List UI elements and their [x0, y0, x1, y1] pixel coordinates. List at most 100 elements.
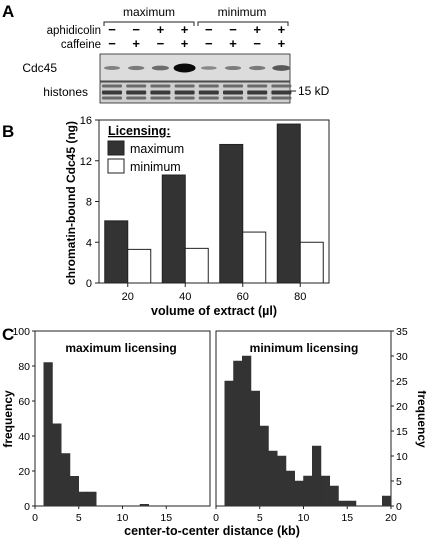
- histone-band: [126, 96, 147, 100]
- histogram-bar: [61, 453, 71, 507]
- histogram-bar: [69, 476, 79, 507]
- bar-chart-y-axis: 0 4 8 12 16: [80, 115, 99, 290]
- x-tick-label: 20: [385, 512, 397, 524]
- histogram-max-title: maximum licensing: [65, 341, 176, 355]
- x-tick-label: 0: [213, 512, 219, 524]
- y-tick-label: 80: [18, 361, 30, 373]
- x-tick-label: 40: [179, 291, 191, 303]
- histone-band: [174, 96, 195, 100]
- histone-band: [223, 90, 243, 95]
- legend-swatch-minimum: [107, 158, 125, 174]
- bar-minimum: [127, 248, 152, 284]
- bracket-maximum: [103, 21, 195, 26]
- histogram-bar: [320, 475, 330, 507]
- histone-band: [271, 90, 292, 95]
- histone-band: [247, 90, 268, 95]
- histogram-min-title: minimum licensing: [250, 341, 359, 355]
- histone-band: [223, 96, 243, 100]
- y-tick-label: 0: [86, 278, 92, 290]
- histogram-bar: [233, 360, 243, 507]
- histone-band: [271, 96, 292, 100]
- panel-b-label: B: [2, 122, 14, 141]
- y-tick-label: 20: [396, 401, 408, 413]
- bar-minimum: [242, 231, 267, 284]
- distance-x-label: center-to-center distance (kb): [124, 524, 300, 538]
- panel-c-label: C: [2, 325, 14, 344]
- histone-band: [198, 90, 219, 95]
- histogram-min-axes: 0 5 10 15 20 25 30 35 0 5 10 15 20: [213, 326, 408, 524]
- histogram-bar: [268, 450, 278, 507]
- cdc45-band: [200, 66, 217, 70]
- histogram-bar: [382, 495, 392, 507]
- y-tick-label: 8: [86, 197, 92, 209]
- aphidicolin-sign: −: [108, 22, 116, 37]
- histogram-bar: [294, 480, 304, 507]
- aphidicolin-sign: +: [253, 22, 261, 37]
- histone-band: [102, 96, 122, 100]
- legend-label-minimum: minimum: [130, 160, 181, 174]
- histone-band: [174, 84, 195, 88]
- cdc45-band: [272, 65, 291, 71]
- histone-band: [271, 84, 292, 88]
- caffeine-sign: −: [108, 36, 116, 51]
- y-tick-label: 12: [80, 156, 92, 168]
- histone-band: [198, 96, 219, 100]
- aphidicolin-sign: +: [278, 22, 286, 37]
- histogram-bar: [139, 504, 149, 507]
- bar-chart-y-label: chromatin-bound Cdc45 (ng): [64, 121, 78, 285]
- histone-band: [174, 90, 195, 95]
- y-tick-label: 0: [396, 501, 402, 513]
- cdc45-band: [173, 63, 196, 73]
- aphidicolin-sign: −: [132, 22, 140, 37]
- y-tick-label: 15: [396, 426, 408, 438]
- histogram-bar: [78, 491, 88, 507]
- aphidicolin-sign: −: [229, 22, 237, 37]
- x-tick-label: 5: [257, 512, 263, 524]
- cdc45-band: [151, 65, 169, 71]
- histone-band: [223, 84, 243, 88]
- y-tick-label: 25: [396, 376, 408, 388]
- y-tick-label: 4: [86, 237, 92, 249]
- y-tick-label: 0: [24, 501, 30, 513]
- cdc45-bands: [103, 63, 291, 73]
- histogram-max-axes: 0 20 40 60 80 100 0 5 10 15: [12, 326, 172, 524]
- caffeine-sign: +: [181, 36, 189, 51]
- histone-band: [102, 90, 122, 95]
- histogram-bar: [242, 355, 252, 507]
- bar-chart-x-axis: 20 40 60 80: [122, 283, 306, 303]
- legend-title: Licensing:: [108, 124, 171, 138]
- row-label-caffeine: caffeine: [61, 39, 101, 51]
- cdc45-band: [128, 65, 145, 71]
- bar-minimum: [299, 241, 324, 284]
- histogram-bar: [303, 475, 313, 507]
- x-tick-label: 15: [160, 512, 172, 524]
- histone-band: [150, 96, 171, 100]
- histogram-bar: [347, 500, 357, 507]
- x-tick-label: 15: [341, 512, 353, 524]
- histone-bands: [102, 84, 292, 100]
- bar-minimum: [184, 247, 209, 284]
- histogram-bar: [329, 485, 339, 507]
- histone-band: [126, 90, 147, 95]
- bar-chart-bars: [104, 123, 324, 284]
- legend-label-maximum: maximum: [130, 142, 184, 156]
- histogram-bar: [224, 380, 234, 507]
- histone-band: [198, 84, 219, 88]
- y-tick-label: 16: [80, 115, 92, 127]
- y-tick-label: 30: [396, 351, 408, 363]
- panel-a-label: A: [2, 2, 14, 21]
- histone-band: [247, 96, 268, 100]
- group-label-minimum: minimum: [218, 5, 267, 19]
- aphidicolin-sign: +: [157, 22, 165, 37]
- histogram-bar: [285, 470, 295, 507]
- histogram-max-y-label: frequency: [1, 390, 15, 448]
- y-tick-label: 5: [396, 476, 402, 488]
- bar-maximum: [276, 123, 301, 284]
- caffeine-sign: −: [253, 36, 261, 51]
- histogram-bar: [338, 500, 348, 507]
- legend-swatch-maximum: [107, 140, 125, 156]
- caffeine-sign: +: [229, 36, 237, 51]
- y-tick-label: 40: [18, 431, 30, 443]
- aphidicolin-sign: −: [205, 22, 213, 37]
